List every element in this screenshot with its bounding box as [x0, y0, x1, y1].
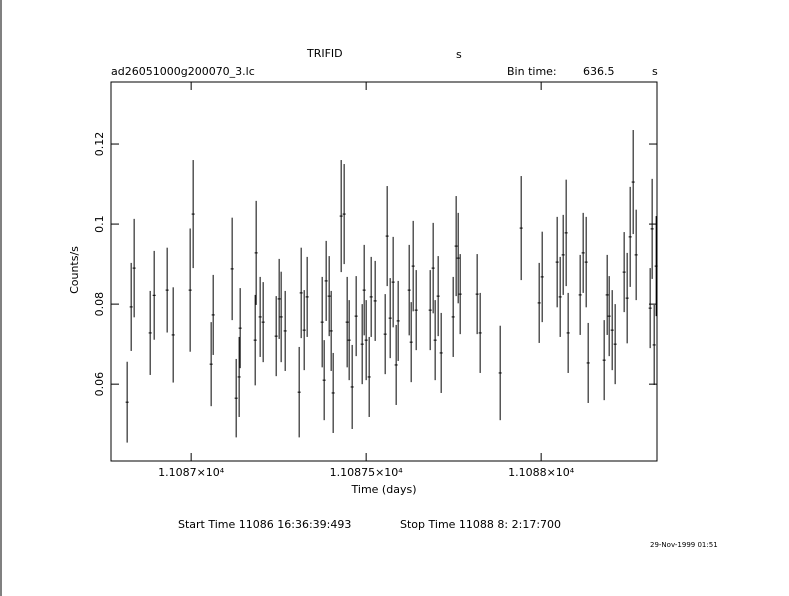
y-tick-label: 0.1: [93, 215, 106, 233]
file-name: ad26051000g200070_3.lc: [111, 65, 255, 78]
plot-frame: [110, 81, 658, 462]
bin-time: 636.5: [583, 65, 615, 78]
x-tick-label: 1.1088×10⁴: [508, 466, 575, 479]
y-tick-label: 0.08: [93, 292, 106, 317]
y-tick-label: 0.06: [93, 372, 106, 397]
y-axis-label: Counts/s: [68, 246, 81, 294]
chart-title: TRIFID: [306, 47, 343, 60]
stop-time: Stop Time 11088 8: 2:17:700: [400, 518, 561, 531]
bin-label: Bin time:: [507, 65, 557, 78]
x-tick-label: 1.10875×10⁴: [330, 466, 404, 479]
plot-date: 29-Nov-1999 01:51: [650, 541, 718, 549]
start-time: Start Time 11086 16:36:39:493: [178, 518, 351, 531]
y-tick-label: 0.12: [93, 132, 106, 157]
title-unit: s: [456, 48, 462, 61]
x-axis-label: Time (days): [351, 483, 417, 496]
bin-unit: s: [652, 65, 658, 78]
x-tick-label: 1.1087×10⁴: [158, 466, 225, 479]
